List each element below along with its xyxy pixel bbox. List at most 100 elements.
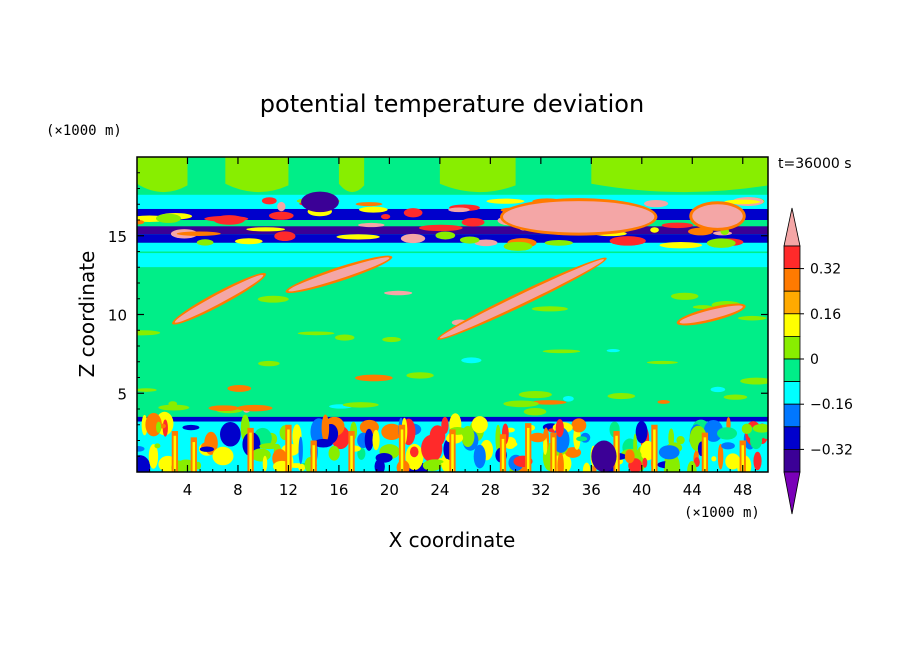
upper-layer-patch <box>724 199 761 205</box>
mid-patch <box>382 337 401 343</box>
turbulence-cell <box>473 444 486 469</box>
streak-group <box>285 255 393 293</box>
x-tick-label: 16 <box>329 481 348 499</box>
mid-patch <box>562 395 574 402</box>
lime-region <box>591 157 768 193</box>
mid-patch <box>354 374 393 382</box>
upper-layer-patch <box>358 222 385 228</box>
mid-patch <box>503 400 539 408</box>
upper-layer-patch <box>461 217 485 227</box>
band-green-thin <box>137 267 768 272</box>
turbulence-cell <box>750 432 763 450</box>
mid-patch <box>737 315 767 321</box>
turbulence-cell <box>582 462 591 472</box>
turbulence-cell <box>635 420 648 444</box>
dark-blob <box>591 440 617 472</box>
turbulence-cell <box>725 453 741 470</box>
turbulence-cell <box>199 446 215 452</box>
plume-core <box>741 445 745 472</box>
upper-layer-patch <box>706 238 736 248</box>
mid-patch <box>258 360 280 367</box>
upper-layer-patch <box>661 222 694 229</box>
upper-layer-patch <box>137 219 145 225</box>
y-tick-label: 15 <box>108 228 127 246</box>
turbulence-cell <box>555 419 564 438</box>
x-unit-label: (×1000 m) <box>684 505 760 521</box>
upper-layer-patch <box>644 199 669 208</box>
turbulence-cell <box>717 427 738 440</box>
mid-patch <box>236 404 273 412</box>
mid-patch <box>606 349 620 353</box>
turbulence-cell <box>359 419 379 435</box>
streak-core <box>174 274 264 323</box>
colorbar-tick-label: −0.16 <box>810 397 853 413</box>
lime-region <box>439 157 516 193</box>
mid-patch <box>723 394 748 400</box>
plume-core <box>312 445 315 472</box>
blob-core <box>692 204 743 228</box>
mid-patch <box>670 292 699 300</box>
mid-patch <box>342 402 379 408</box>
turbulence-cell <box>321 414 330 442</box>
lime-region <box>137 157 188 193</box>
streak-group <box>676 303 746 326</box>
mid-patch <box>257 295 289 303</box>
streak-group <box>172 272 266 325</box>
upper-layer-patch <box>544 239 573 246</box>
x-tick-label: 4 <box>183 481 193 499</box>
plume-core <box>400 429 404 472</box>
turbulence-cell <box>298 463 306 472</box>
colorbar-tick-label: 0.32 <box>810 262 841 278</box>
x-axis-label: X coordinate <box>389 528 516 552</box>
turbulence-cell <box>162 419 168 437</box>
colorbar-tick-label: 0 <box>810 352 819 368</box>
turbulence-cell <box>658 445 680 460</box>
heatmap-plot <box>137 157 768 472</box>
upper-layer-patch <box>274 231 296 242</box>
turbulence-cell <box>642 457 648 468</box>
turbulence-cell <box>156 421 162 433</box>
x-tick-label: 40 <box>632 481 651 499</box>
chart-title: potential temperature deviation <box>260 90 644 118</box>
turbulence-cell <box>182 424 200 431</box>
turbulence-cell <box>154 443 161 449</box>
mid-patch <box>523 407 547 416</box>
band-upper-navy <box>137 208 768 220</box>
upper-layer-patch <box>234 238 263 245</box>
colorbar-tick-label: 0.16 <box>810 307 841 323</box>
turbulence-cell <box>741 423 753 435</box>
plume-core <box>526 427 530 472</box>
mid-patch <box>692 305 713 309</box>
turbulence-cell <box>137 446 145 452</box>
turbulence-cell <box>372 429 380 451</box>
turbulence-cell <box>543 436 548 455</box>
mid-patch <box>406 372 434 379</box>
upper-layer-patch <box>196 239 214 246</box>
streak-core <box>679 305 743 324</box>
mid-patch <box>297 331 335 336</box>
upper-layer-patch <box>400 233 426 244</box>
turbulence-cell <box>676 436 685 445</box>
colorbar-box <box>783 448 801 473</box>
plume-core <box>249 432 252 472</box>
band-navy <box>137 234 768 243</box>
turbulence-cell <box>752 423 768 433</box>
turbulence-cell <box>529 432 547 443</box>
plume-core <box>192 442 196 472</box>
turbulence-cell <box>375 452 393 463</box>
turbulence-cell <box>717 443 724 470</box>
mid-patch <box>137 330 161 336</box>
colorbar-tick-label: −0.32 <box>810 442 853 458</box>
plume-core <box>451 434 454 472</box>
colorbar-box <box>783 245 801 270</box>
lime-region <box>225 157 289 193</box>
turbulence-cell <box>212 446 234 466</box>
mid-patch <box>740 377 768 385</box>
turbulence-cell <box>426 459 444 465</box>
x-tick-label: 44 <box>683 481 702 499</box>
turbulence-cell <box>753 451 762 471</box>
turbulence-cell <box>576 436 588 442</box>
mid-patch <box>657 400 670 404</box>
